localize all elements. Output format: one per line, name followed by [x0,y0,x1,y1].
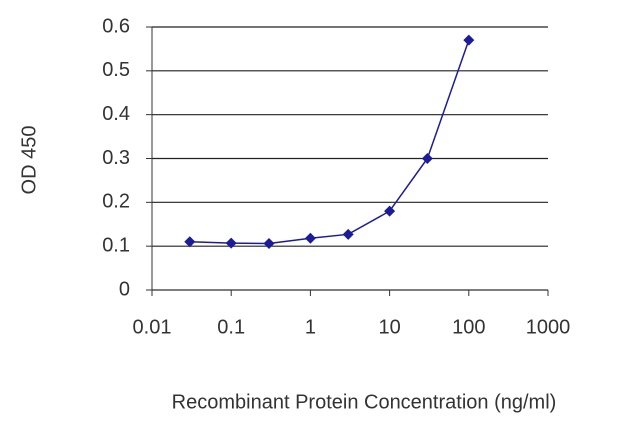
data-point [342,228,354,240]
y-axis-label: OD 450 [18,126,40,195]
x-axis-label: Recombinant Protein Concentration (ng/ml… [172,391,557,413]
series-line [189,39,470,245]
data-point [463,34,475,46]
x-tick-label: 10 [378,316,400,338]
x-tick-label: 1 [305,316,316,338]
y-tick-label: 0.1 [102,234,130,256]
data-point [421,153,433,164]
x-tick-label: 0.01 [133,316,172,338]
y-tick-label: 0.4 [102,103,130,125]
y-tick-label: 0 [119,278,130,300]
data-point [184,236,196,248]
x-tick-label: 100 [452,316,485,338]
x-tick-label: 1000 [526,316,571,338]
data-point [384,205,396,217]
y-tick-label: 0.6 [102,15,130,37]
y-tick-label: 0.3 [102,147,130,169]
data-point [304,232,316,244]
data-point [263,238,275,250]
y-tick-label: 0.5 [102,59,130,81]
x-tick-label: 0.1 [217,316,245,338]
y-tick-label: 0.2 [102,191,130,213]
data-point [225,237,237,249]
